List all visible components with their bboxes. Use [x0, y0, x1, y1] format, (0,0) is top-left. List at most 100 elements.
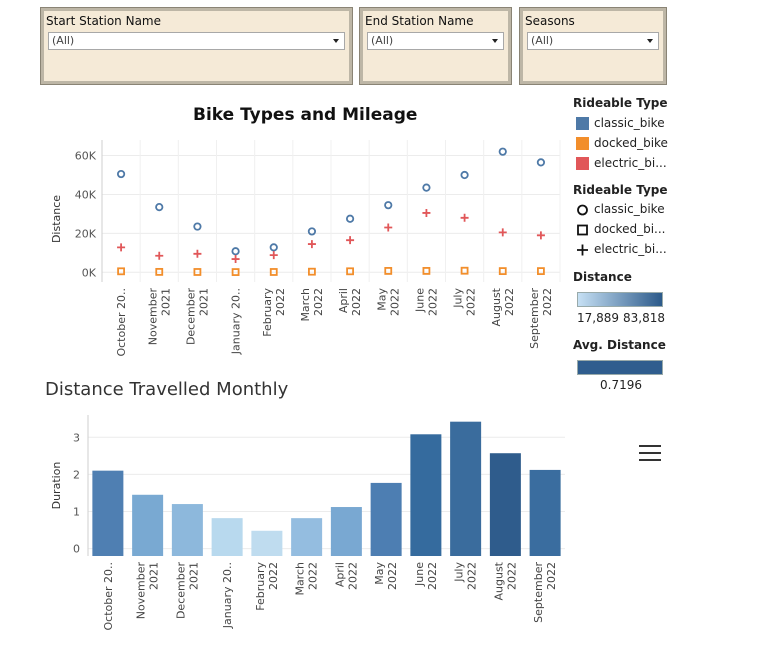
bar: [132, 494, 164, 556]
electric-bike-point: [231, 255, 240, 264]
x-tick-label: April2022: [337, 288, 363, 316]
dropdown-arrow-icon[interactable]: [647, 39, 653, 43]
filter-label: End Station Name: [365, 14, 474, 28]
bar: [330, 507, 362, 556]
end-station-filter: End Station Name (All): [359, 7, 512, 85]
bar: [370, 482, 402, 556]
y-tick-label: 60K: [75, 150, 97, 163]
electric-bike-point: [498, 228, 507, 237]
y-tick-label: 20K: [75, 227, 97, 240]
legend-label: electric_bi...: [594, 156, 667, 170]
docked-bike-point: [460, 266, 469, 275]
docked-bike-point: [308, 267, 316, 276]
color-swatch: [576, 157, 589, 170]
docked-bike-point: [231, 268, 240, 276]
legend-label: classic_bike: [594, 116, 665, 130]
x-tick-label: January 20..: [230, 288, 243, 355]
y-tick-label: 40K: [75, 188, 97, 201]
square-icon: [577, 224, 588, 236]
x-tick-label: November2021: [135, 562, 161, 620]
x-tick-label: August2022: [490, 287, 516, 326]
filter-label: Start Station Name: [46, 14, 162, 28]
bar: [410, 434, 442, 556]
legend-label: electric_bi...: [594, 242, 667, 256]
select-value: (All): [371, 34, 394, 47]
electric-bike-point: [536, 231, 545, 240]
docked-bike-point: [537, 267, 545, 276]
x-tick-label: September2022: [532, 562, 558, 623]
x-tick-label: November2021: [146, 288, 172, 346]
circle-icon: [577, 204, 588, 216]
x-tick-label: January 20..: [221, 562, 234, 629]
electric-bike-point: [384, 223, 393, 232]
electric-bike-point: [269, 251, 278, 260]
avg-distance-swatch: [577, 360, 663, 375]
x-tick-label: March2022: [294, 562, 320, 596]
color-swatch: [576, 137, 589, 150]
electric-bike-point: [346, 236, 355, 245]
legend-label: docked_bi...: [594, 222, 666, 236]
bar: [529, 469, 561, 556]
bar: [92, 470, 124, 556]
y-axis-label: Duration: [50, 462, 63, 510]
shape-legend-title: Rideable Type: [573, 183, 668, 197]
x-tick-label: February2022: [261, 288, 287, 337]
classic-bike-point: [460, 170, 469, 180]
dropdown-arrow-icon[interactable]: [492, 39, 498, 43]
color-legend-title: Rideable Type: [573, 96, 668, 110]
chart-title-monthly: Distance Travelled Monthly: [45, 379, 289, 400]
select-value: (All): [52, 34, 75, 47]
legend-label: classic_bike: [594, 202, 665, 216]
color-swatch: [576, 117, 589, 130]
bar: [171, 504, 203, 556]
filter-label: Seasons: [525, 14, 575, 28]
electric-bike-point: [307, 240, 316, 249]
docked-bike-point: [117, 267, 125, 276]
legend-label: docked_bike: [594, 136, 668, 150]
x-tick-label: May2022: [375, 288, 401, 316]
x-tick-label: August2022: [492, 561, 518, 600]
electric-bike-point: [155, 251, 164, 260]
end-station-select[interactable]: (All): [367, 32, 504, 50]
y-tick-label: 3: [73, 431, 80, 444]
dropdown-arrow-icon[interactable]: [333, 39, 339, 43]
docked-bike-point: [498, 267, 507, 276]
classic-bike-point: [231, 247, 240, 256]
x-tick-label: June2022: [413, 288, 439, 316]
seasons-filter: Seasons (All): [519, 7, 667, 85]
bar: [251, 530, 283, 556]
y-axis-label: Distance: [50, 195, 63, 243]
electric-bike-point: [193, 249, 202, 258]
classic-bike-point: [498, 147, 507, 156]
chart-title-mileage: Bike Types and Mileage: [193, 105, 418, 125]
x-tick-label: June2022: [413, 562, 439, 590]
avg-distance-title: Avg. Distance: [573, 338, 666, 352]
plus-icon: [577, 244, 588, 256]
bar: [489, 453, 521, 556]
x-tick-label: September2022: [528, 288, 554, 349]
electric-bike-point: [460, 213, 469, 222]
start-station-select[interactable]: (All): [48, 32, 345, 50]
x-tick-label: October 20..: [115, 288, 128, 357]
docked-bike-point: [384, 267, 393, 275]
x-tick-label: October 20..: [102, 562, 115, 631]
start-station-filter: Start Station Name (All): [40, 7, 353, 85]
y-tick-label: 0K: [82, 266, 97, 279]
y-tick-label: 1: [73, 505, 80, 518]
docked-bike-point: [155, 267, 164, 276]
classic-bike-point: [536, 158, 546, 167]
y-tick-label: 2: [73, 468, 80, 481]
docked-bike-point: [422, 267, 431, 275]
menu-icon[interactable]: [639, 445, 661, 463]
bar-chart: 0 1 2 3 Duration October 20.. November2021 Dece…: [50, 415, 565, 631]
select-value: (All): [531, 34, 554, 47]
distance-gradient-bar: [577, 292, 663, 307]
x-tick-label: July2022: [453, 562, 479, 590]
classic-bike-point: [384, 201, 393, 210]
electric-bike-point: [422, 208, 431, 217]
classic-bike-point: [307, 227, 317, 236]
y-tick-label: 0: [73, 543, 80, 556]
classic-bike-point: [155, 203, 164, 212]
x-tick-label: February2022: [254, 562, 280, 611]
seasons-select[interactable]: (All): [527, 32, 659, 50]
